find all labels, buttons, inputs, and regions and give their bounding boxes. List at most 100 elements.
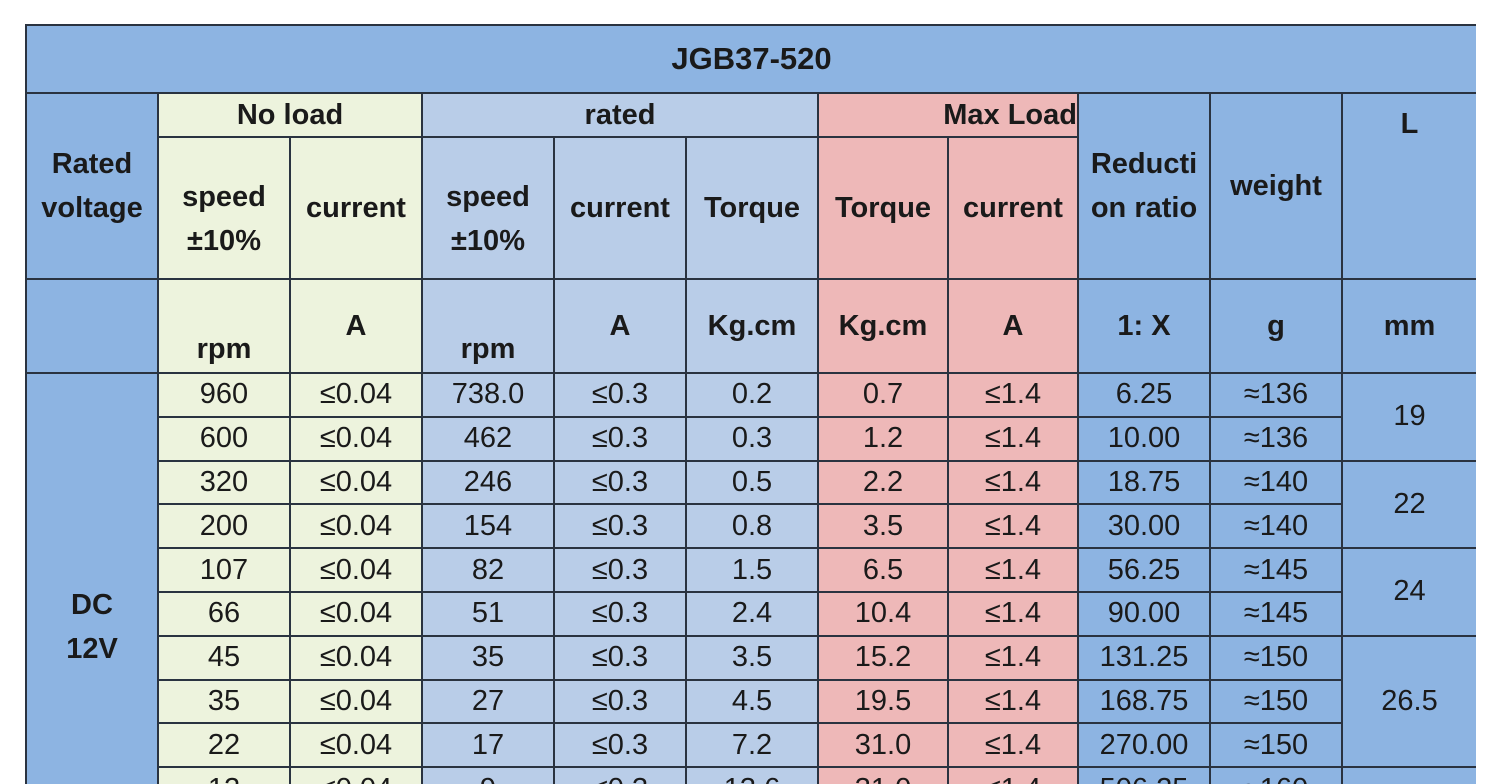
no-load-current-cell: ≤0.04 xyxy=(289,415,423,462)
no-load-speed-cell: 107 xyxy=(157,547,291,593)
rated-speed-cell: 9 xyxy=(421,766,555,784)
weight-cell: ≈150 xyxy=(1209,634,1343,681)
max-load-torque-unit: Kg.cm xyxy=(817,278,949,374)
voltage-cell: DC 12V xyxy=(25,372,159,784)
table-row: DC 12V 960 ≤0.04 738.0 ≤0.3 0.2 0.7 ≤1.4 6.25 ≈13… xyxy=(25,372,1476,784)
rated-speed-cell: 27 xyxy=(421,678,555,725)
max-load-torque-cell: 2.2 xyxy=(817,459,949,506)
table-row: 200 ≤0.04 154 ≤0.3 0.8 3.5 ≤1.4 30.00 ≈140 xyxy=(26,503,1476,550)
rated-header: rated xyxy=(421,92,819,138)
no-load-current-cell: ≤0.04 xyxy=(289,503,423,550)
no-load-current-cell: ≤0.04 xyxy=(289,459,423,506)
rated-current-cell: ≤0.3 xyxy=(553,634,687,681)
reduction-ratio-cell: 506.25 xyxy=(1077,766,1211,784)
rated-voltage-header: Rated voltage xyxy=(25,92,159,280)
weight-cell: ≈150 xyxy=(1209,722,1343,769)
rated-torque-cell: 0.3 xyxy=(685,415,819,462)
no-load-speed-cell: 22 xyxy=(157,722,291,769)
reduction-ratio-cell: 18.75 xyxy=(1077,459,1211,506)
rated-torque-unit: Kg.cm xyxy=(685,278,819,374)
rated-speed-cell: 51 xyxy=(421,590,555,637)
max-load-torque-cell: 1.2 xyxy=(817,415,949,462)
weight-cell: ≈160 xyxy=(1209,766,1343,784)
no-load-current-cell: ≤0.04 xyxy=(289,590,423,637)
rated-current-header: current xyxy=(553,136,687,280)
max-load-current-cell: ≤1.4 xyxy=(947,459,1079,506)
length-cell xyxy=(1340,766,1476,784)
voltage-unit-cell xyxy=(25,278,159,374)
reduction-ratio-cell: 270.00 xyxy=(1077,722,1211,769)
table-row: 66 ≤0.04 51 ≤0.3 2.4 10.4 ≤1.4 90.00 ≈145 xyxy=(26,590,1476,637)
reduction-ratio-cell: 56.25 xyxy=(1077,547,1211,593)
max-load-torque-cell: 3.5 xyxy=(817,503,949,550)
max-load-torque-cell: 10.4 xyxy=(817,590,949,637)
rated-current-cell: ≤0.3 xyxy=(553,503,687,550)
max-load-current-cell: ≤1.4 xyxy=(947,722,1079,769)
rated-speed-cell: 246 xyxy=(421,459,555,506)
reduction-ratio-cell: 30.00 xyxy=(1077,503,1211,550)
max-load-torque-cell: 15.2 xyxy=(817,634,949,681)
weight-cell: ≈140 xyxy=(1209,459,1343,506)
rated-current-cell: ≤0.3 xyxy=(553,766,687,784)
no-load-current-unit: A xyxy=(289,278,423,374)
rated-torque-cell: 2.4 xyxy=(685,590,819,637)
rated-current-cell: ≤0.3 xyxy=(553,722,687,769)
max-load-current-header: current xyxy=(947,136,1079,280)
no-load-current-cell: ≤0.04 xyxy=(289,678,423,725)
max-load-current-cell: ≤1.4 xyxy=(947,547,1079,593)
max-load-current-cell: ≤1.4 xyxy=(947,415,1079,462)
no-load-speed-cell: 200 xyxy=(157,503,291,550)
rated-current-cell: ≤0.3 xyxy=(553,678,687,725)
no-load-speed-cell: 600 xyxy=(157,415,291,462)
max-load-current-cell: ≤1.4 xyxy=(947,634,1079,681)
weight-cell: ≈150 xyxy=(1209,678,1343,725)
max-load-torque-header: Torque xyxy=(817,136,949,280)
rated-torque-header: Torque xyxy=(685,136,819,280)
table-row: 22 ≤0.04 17 ≤0.3 7.2 31.0 ≤1.4 270.00 ≈150 xyxy=(26,722,1476,769)
motor-spec-table: JGB37-520 Rated voltage No load rated Ma… xyxy=(25,24,1476,784)
reduction-ratio-header: Reducti on ratio xyxy=(1077,92,1211,280)
no-load-current-cell: ≤0.04 xyxy=(289,722,423,769)
weight-cell: ≈145 xyxy=(1209,547,1343,593)
no-load-speed-header: speed ±10% xyxy=(157,136,291,280)
rated-torque-cell: 0.2 xyxy=(685,372,819,418)
weight-unit: g xyxy=(1209,278,1343,374)
weight-cell: ≈136 xyxy=(1209,415,1343,462)
spec-sheet: JGB37-520 Rated voltage No load rated Ma… xyxy=(25,24,1476,784)
no-load-speed-cell: 66 xyxy=(157,590,291,637)
table-row: 12≤0.049≤0.313.631.0≤1.4506.25≈160 xyxy=(26,766,1476,784)
no-load-current-cell: ≤0.04 xyxy=(289,634,423,681)
weight-cell: ≈136 xyxy=(1209,372,1343,418)
reduction-ratio-cell: 10.00 xyxy=(1077,415,1211,462)
length-unit: mm xyxy=(1340,278,1476,374)
rated-torque-cell: 3.5 xyxy=(685,634,819,681)
rated-speed-cell: 738.0 xyxy=(421,372,555,418)
length-cell: 19 xyxy=(1340,372,1476,462)
max-load-torque-cell: 6.5 xyxy=(817,547,949,593)
weight-header: weight xyxy=(1209,92,1343,280)
length-cell: 22 xyxy=(1340,459,1476,550)
no-load-speed-cell: 45 xyxy=(157,634,291,681)
rated-torque-cell: 0.5 xyxy=(685,459,819,506)
length-cell: 26.5 xyxy=(1340,634,1476,769)
no-load-current-cell: ≤0.04 xyxy=(289,547,423,593)
length-header: L xyxy=(1340,92,1476,280)
rated-current-cell: ≤0.3 xyxy=(553,547,687,593)
weight-cell: ≈145 xyxy=(1209,590,1343,637)
max-load-current-cell: ≤1.4 xyxy=(947,372,1079,418)
rated-speed-cell: 154 xyxy=(421,503,555,550)
max-load-current-cell: ≤1.4 xyxy=(947,678,1079,725)
rated-current-cell: ≤0.3 xyxy=(553,372,687,418)
rated-torque-cell: 1.5 xyxy=(685,547,819,593)
max-load-header: Max Load xyxy=(817,92,1079,138)
rated-speed-cell: 82 xyxy=(421,547,555,593)
max-load-current-cell: ≤1.4 xyxy=(947,766,1079,784)
rated-torque-cell: 7.2 xyxy=(685,722,819,769)
rated-speed-cell: 35 xyxy=(421,634,555,681)
rated-speed-cell: 17 xyxy=(421,722,555,769)
reduction-ratio-cell: 6.25 xyxy=(1077,372,1211,418)
max-load-current-unit: A xyxy=(947,278,1079,374)
no-load-header: No load xyxy=(157,92,423,138)
reduction-ratio-cell: 131.25 xyxy=(1077,634,1211,681)
rated-speed-header: speed ±10% xyxy=(421,136,555,280)
